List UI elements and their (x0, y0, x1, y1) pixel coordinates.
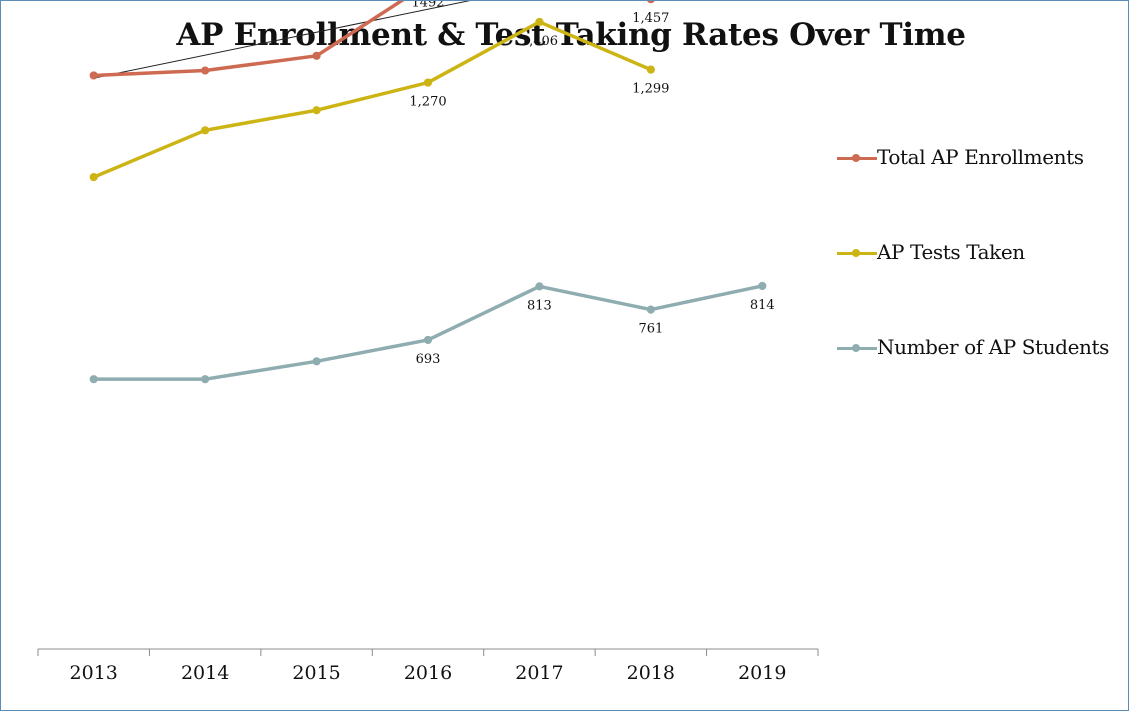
data-point-number-of-ap-students-2017 (535, 282, 544, 291)
data-label-total-ap-enrollments-2016: 1492 (411, 1, 444, 11)
series-layer (89, 1, 767, 384)
data-point-ap-tests-taken-2013 (89, 173, 98, 182)
trendline-total-ap-enrollments (93, 1, 471, 79)
legend-swatch-ap-tests-taken (837, 249, 877, 257)
x-tick-label-2017: 2017 (515, 662, 563, 684)
data-label-number-of-ap-students-2017: 813 (527, 298, 552, 313)
data-point-number-of-ap-students-2013 (89, 375, 98, 384)
data-point-number-of-ap-students-2016 (423, 335, 433, 345)
legend-marker-number-of-ap-students (852, 344, 860, 352)
data-point-ap-tests-taken-2017 (535, 17, 544, 27)
trendline-layer (93, 1, 471, 79)
data-label-total-ap-enrollments-2018: 1,457 (632, 11, 669, 26)
data-label-ap-tests-taken-2018: 1,299 (632, 82, 669, 97)
data-point-number-of-ap-students-2018 (646, 305, 655, 314)
data-label-ap-tests-taken-2016: 1,270 (409, 95, 446, 110)
data-label-ap-tests-taken-2017: 1,406 (521, 34, 558, 49)
x-tick-label-2019: 2019 (738, 662, 786, 684)
data-label-number-of-ap-students-2018: 761 (638, 322, 663, 337)
legend-marker-ap-tests-taken (852, 249, 860, 257)
x-tick-label-2014: 2014 (181, 662, 229, 684)
data-point-number-of-ap-students-2019 (758, 281, 767, 291)
data-point-total-ap-enrollments-2018 (647, 1, 655, 4)
data-point-ap-tests-taken-2014 (201, 126, 210, 135)
legend-label: AP Tests Taken (877, 240, 1025, 264)
data-label-number-of-ap-students-2019: 814 (750, 298, 775, 313)
x-tick-label-2016: 2016 (404, 662, 452, 684)
data-point-ap-tests-taken-2016 (423, 78, 433, 87)
data-point-number-of-ap-students-2015 (312, 357, 321, 366)
legend-marker-total-ap-enrollments (852, 154, 860, 162)
legend-label: Number of AP Students (877, 335, 1110, 359)
data-label-layer: 14921,5921,4571,6291,2701,4061,299693813… (409, 1, 775, 367)
x-tick-label-2018: 2018 (627, 662, 675, 684)
data-point-ap-tests-taken-2018 (646, 65, 655, 74)
series-line-ap-tests-taken (91, 20, 653, 179)
legend-swatch-total-ap-enrollments (837, 154, 877, 162)
data-label-number-of-ap-students-2016: 693 (416, 352, 441, 367)
data-point-ap-tests-taken-2015 (312, 106, 321, 115)
legend-label: Total AP Enrollments (877, 145, 1084, 169)
legend-swatch-number-of-ap-students (837, 344, 877, 352)
x-tick-label-2015: 2015 (292, 662, 340, 684)
x-tick-label-2013: 2013 (70, 662, 118, 684)
data-point-total-ap-enrollments-2014 (201, 66, 210, 75)
data-point-total-ap-enrollments-2013 (89, 71, 98, 80)
data-point-number-of-ap-students-2014 (201, 375, 210, 384)
data-point-total-ap-enrollments-2015 (312, 51, 321, 60)
x-axis: 2013 2014 2015 2016 2017 2018 2019 (37, 648, 819, 684)
